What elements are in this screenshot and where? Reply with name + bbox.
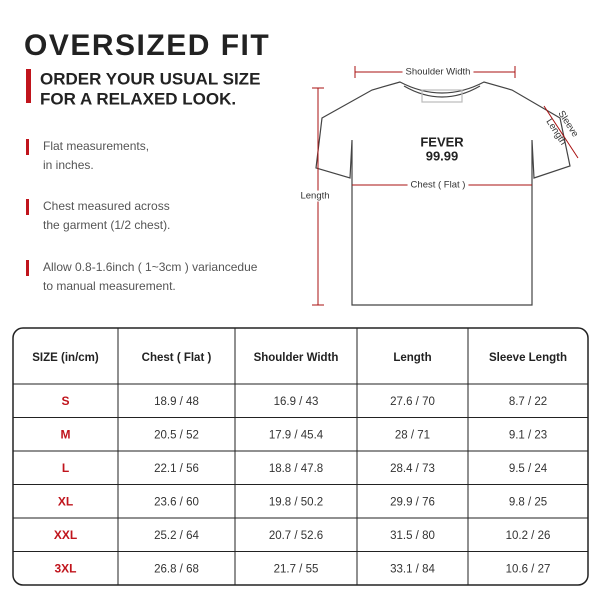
cell: 20.5 / 52 xyxy=(154,429,199,441)
cell: 28.4 / 73 xyxy=(390,463,435,475)
note-text: the garment (1/2 chest). xyxy=(43,218,170,232)
label-bg xyxy=(297,190,333,202)
measure-label: Chest ( Flat ) xyxy=(411,180,466,191)
note-text: in inches. xyxy=(43,158,94,172)
subtitle: FOR A RELAXED LOOK. xyxy=(40,89,236,108)
subtitle: ORDER YOUR USUAL SIZE xyxy=(40,69,260,88)
cell: 10.6 / 27 xyxy=(506,563,551,575)
note-bar xyxy=(26,199,29,215)
header-cell: Chest ( Flat ) xyxy=(142,352,212,364)
header-cell: Shoulder Width xyxy=(254,352,339,364)
size-cell: 3XL xyxy=(54,561,76,575)
cell: 18.8 / 47.8 xyxy=(269,463,323,475)
cell: 20.7 / 52.6 xyxy=(269,530,323,542)
note-text: Allow 0.8-1.6inch ( 1~3cm ) variancedue xyxy=(43,260,258,274)
logo: FEVER xyxy=(420,134,464,149)
measure-label: Length xyxy=(300,191,329,202)
cell: 33.1 / 84 xyxy=(390,563,435,575)
cell: 26.8 / 68 xyxy=(154,563,199,575)
cell: 18.9 / 48 xyxy=(154,396,199,408)
cell: 19.8 / 50.2 xyxy=(269,496,323,508)
measure-label: Shoulder Width xyxy=(406,67,471,78)
note-text: Chest measured across xyxy=(43,199,170,213)
note-text: to manual measurement. xyxy=(43,279,176,293)
cell: 29.9 / 76 xyxy=(390,496,435,508)
accent-bar xyxy=(26,69,31,103)
label-bg xyxy=(402,66,474,78)
header-cell: Sleeve Length xyxy=(489,352,567,364)
cell: 9.1 / 23 xyxy=(509,429,547,441)
title: OVERSIZED FIT xyxy=(24,29,270,62)
size-cell: S xyxy=(61,394,69,408)
size-cell: XXL xyxy=(54,528,77,542)
tshirt xyxy=(315,81,571,306)
logo: 99.99 xyxy=(426,148,459,163)
cell: 25.2 / 64 xyxy=(154,530,199,542)
size-cell: M xyxy=(61,427,71,441)
size-cell: XL xyxy=(58,494,73,508)
note-bar xyxy=(26,139,29,155)
cell: 28 / 71 xyxy=(395,429,430,441)
header-cell: SIZE (in/cm) xyxy=(32,352,99,364)
note-text: Flat measurements, xyxy=(43,139,149,153)
cell: 17.9 / 45.4 xyxy=(269,429,324,441)
cell: 8.7 / 22 xyxy=(509,396,547,408)
label-bg xyxy=(407,179,469,191)
cell: 10.2 / 26 xyxy=(506,530,551,542)
cell: 9.8 / 25 xyxy=(509,496,547,508)
cell: 31.5 / 80 xyxy=(390,530,435,542)
note-bar xyxy=(26,260,29,276)
header-cell: Length xyxy=(393,352,431,364)
cell: 22.1 / 56 xyxy=(154,463,199,475)
cell: 27.6 / 70 xyxy=(390,396,435,408)
cell: 21.7 / 55 xyxy=(274,563,319,575)
cell: 23.6 / 60 xyxy=(154,496,199,508)
cell: 16.9 / 43 xyxy=(274,396,319,408)
size-cell: L xyxy=(62,461,69,475)
cell: 9.5 / 24 xyxy=(509,463,548,475)
table-border xyxy=(12,327,589,586)
